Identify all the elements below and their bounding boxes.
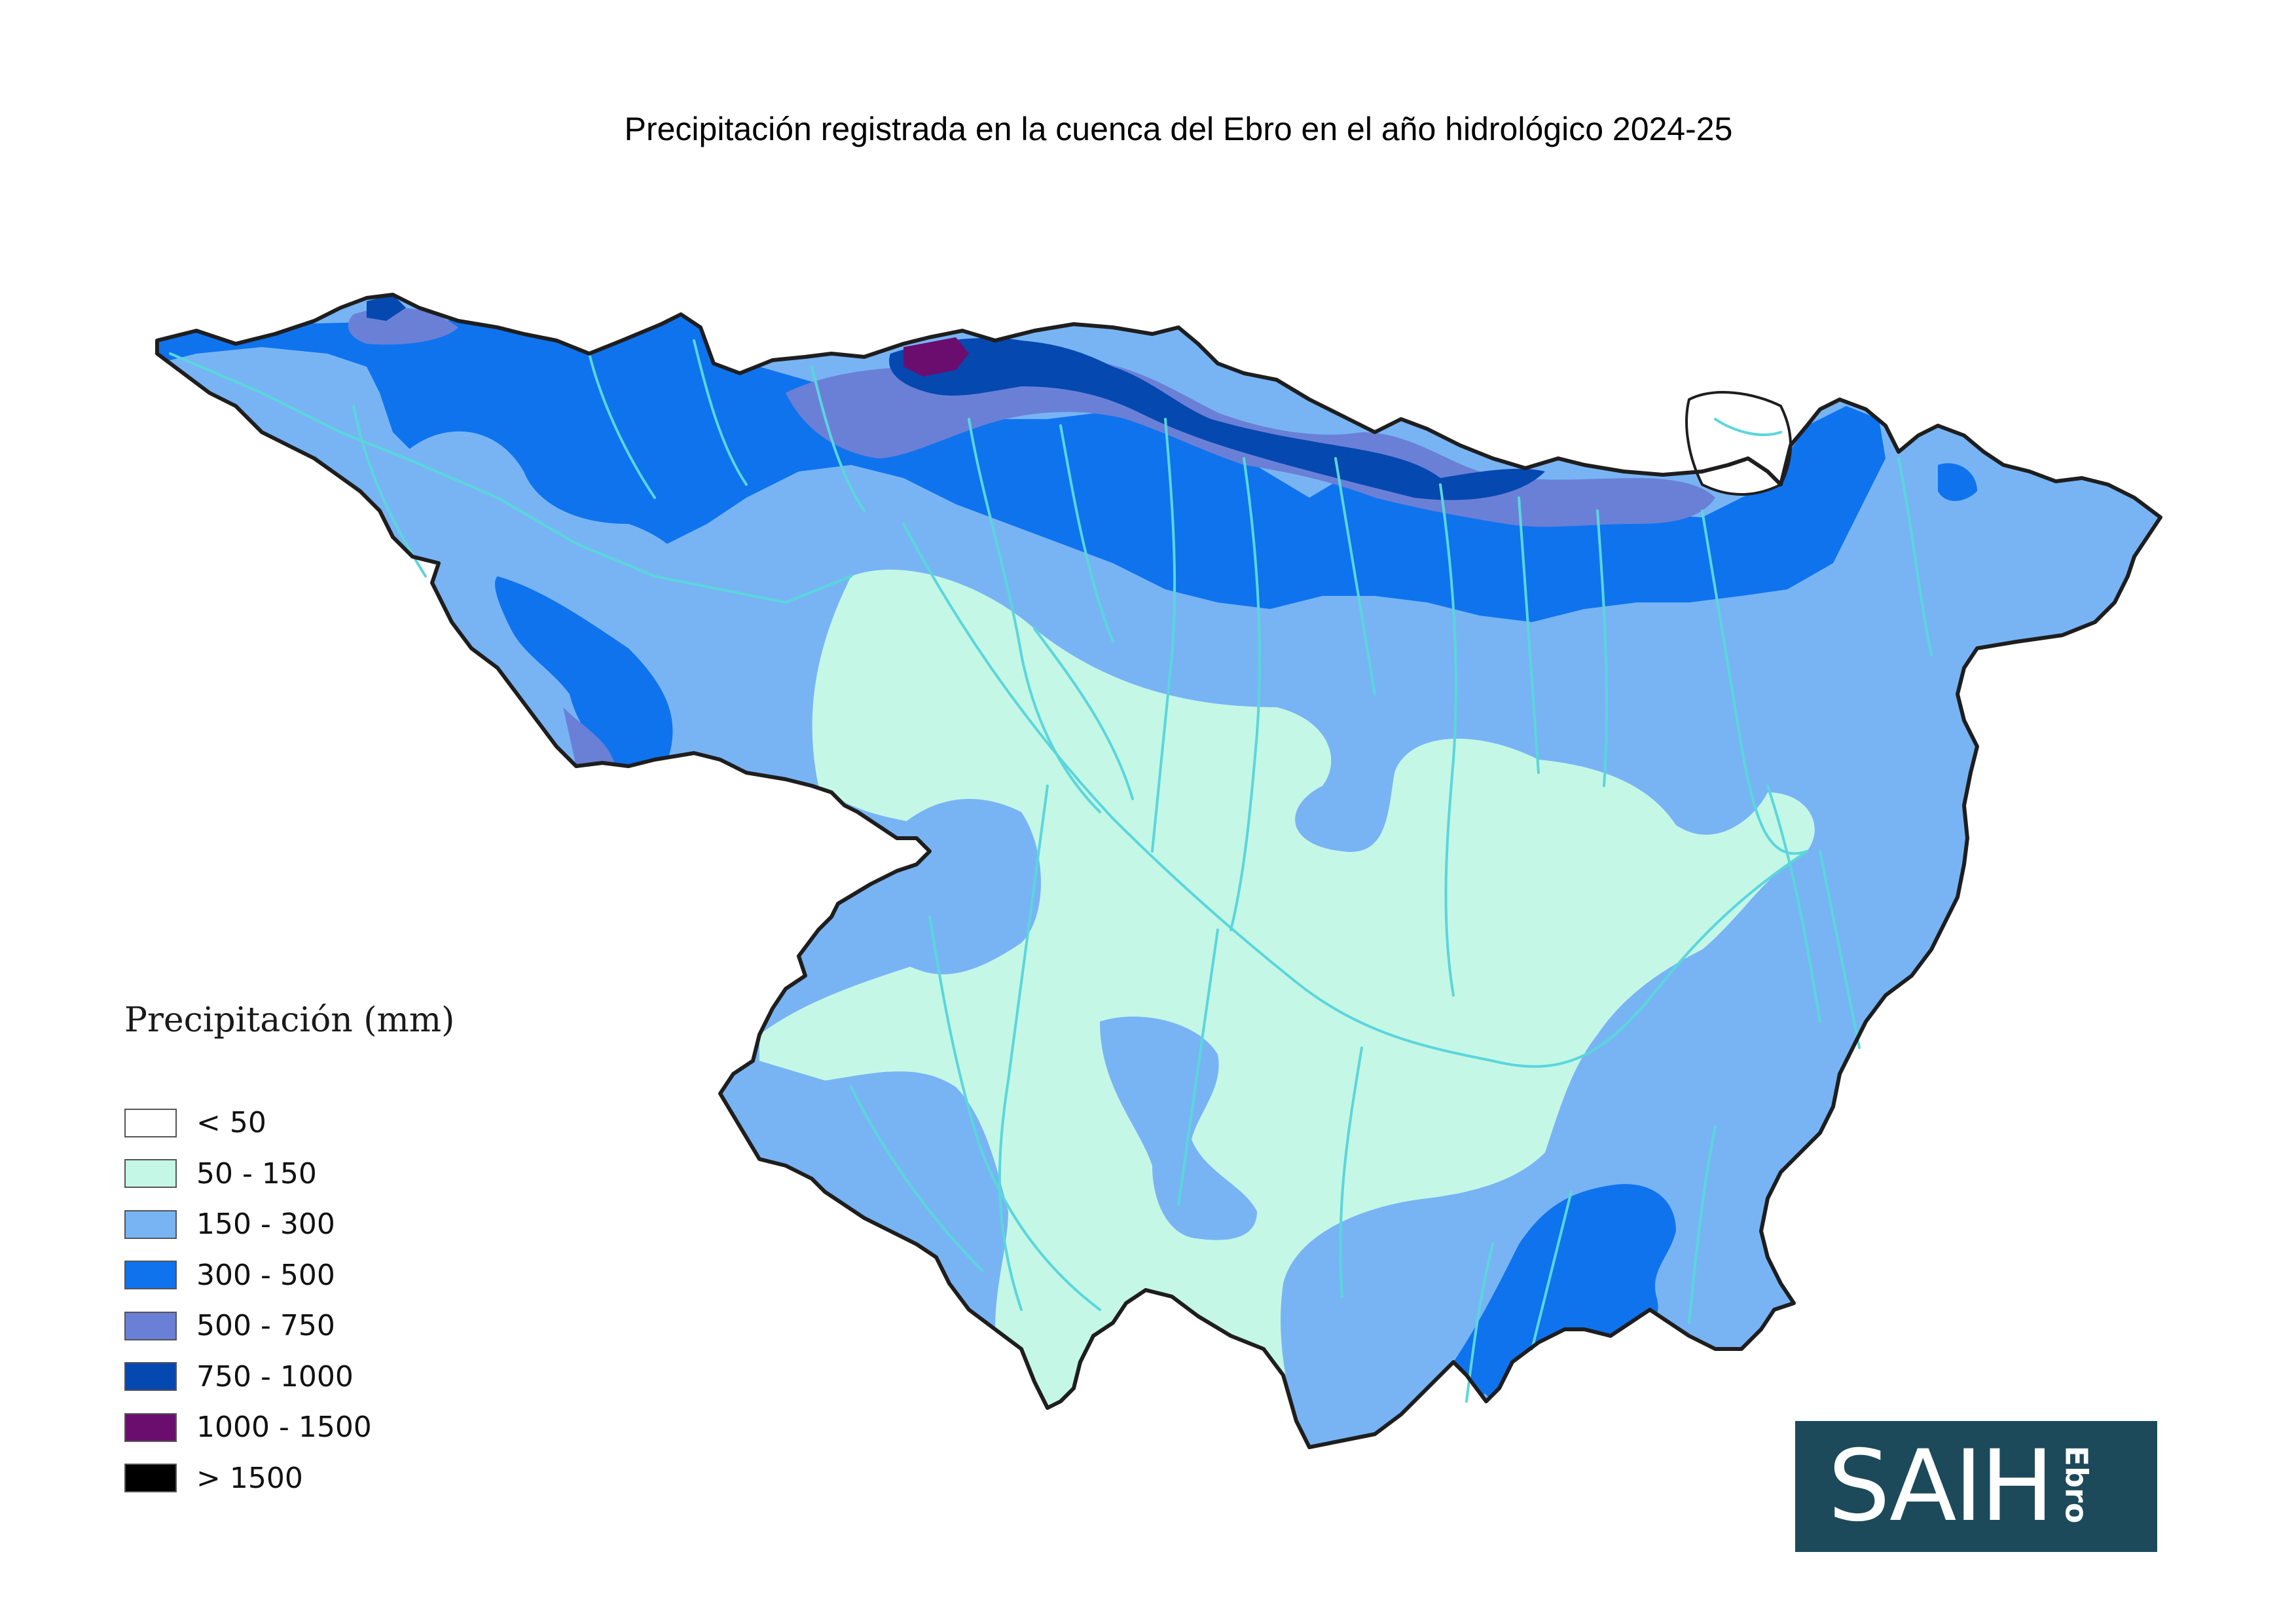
legend-swatch <box>124 1159 177 1189</box>
legend-label: > 1500 <box>196 1461 303 1495</box>
legend-swatch <box>124 1362 177 1392</box>
legend-label: 1000 - 1500 <box>196 1411 372 1445</box>
legend-label: 500 - 750 <box>196 1309 335 1343</box>
saih-ebro-logo: SAIH Ebro <box>1795 1421 2157 1552</box>
legend-item: 750 - 1000 <box>124 1352 454 1403</box>
legend-item: 150 - 300 <box>124 1199 454 1250</box>
legend-swatch <box>124 1108 177 1137</box>
legend-item: 300 - 500 <box>124 1250 454 1301</box>
legend-label: 750 - 1000 <box>196 1359 354 1393</box>
map-title: Precipitación registrada en la cuenca de… <box>624 111 1733 147</box>
legend-swatch <box>124 1311 177 1340</box>
legend-label: 300 - 500 <box>196 1258 335 1292</box>
legend-item: 50 - 150 <box>124 1149 454 1200</box>
legend-title: Precipitación (mm) <box>124 1001 455 1040</box>
legend-label: < 50 <box>196 1106 266 1140</box>
legend-swatch <box>124 1464 177 1493</box>
logo-sub-text: Ebro <box>2058 1445 2094 1524</box>
legend-swatch <box>124 1209 177 1239</box>
map-legend: Precipitación (mm) < 50 50 - 150 150 - 3… <box>124 1001 454 1504</box>
legend-item: < 50 <box>124 1098 454 1149</box>
legend-item: > 1500 <box>124 1453 454 1504</box>
legend-item: 500 - 750 <box>124 1301 454 1352</box>
legend-label: 150 - 300 <box>196 1208 335 1242</box>
legend-item: 1000 - 1500 <box>124 1402 454 1453</box>
logo-main-text: SAIH <box>1828 1430 2054 1543</box>
legend-label: 50 - 150 <box>196 1156 317 1190</box>
legend-swatch <box>124 1261 177 1290</box>
legend-swatch <box>124 1412 177 1442</box>
